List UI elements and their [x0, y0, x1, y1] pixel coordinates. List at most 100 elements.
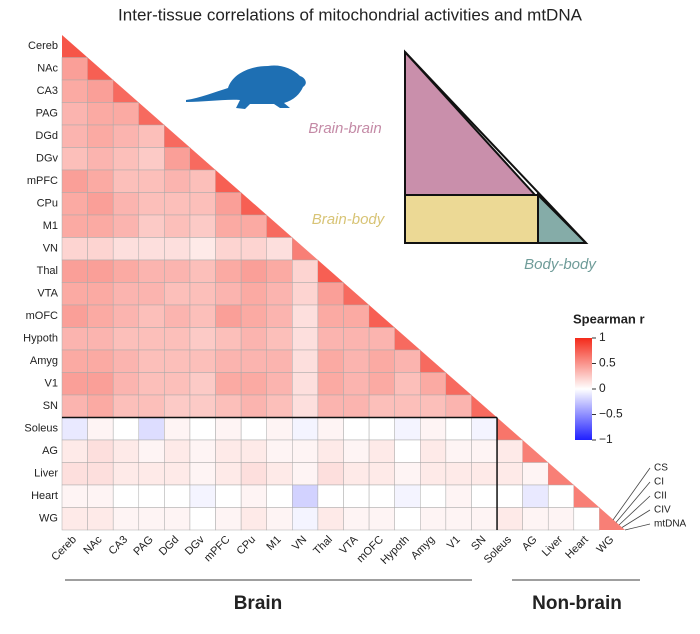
heat-cell	[138, 394, 165, 418]
heat-cell	[292, 282, 319, 306]
heat-cell	[394, 394, 421, 418]
x-tick-label: WG	[594, 534, 616, 556]
heat-cell	[343, 507, 370, 531]
x-tick-label: CPu	[234, 534, 258, 558]
heat-cell	[138, 349, 165, 373]
heat-cell	[189, 417, 216, 441]
group-label: Non-brain	[532, 593, 622, 614]
heat-cell	[266, 304, 293, 328]
heat-cell	[496, 484, 523, 508]
heat-cell	[215, 349, 242, 373]
heat-cell	[292, 349, 319, 373]
heat-cell	[240, 394, 267, 418]
heat-cell	[368, 507, 395, 531]
heat-cell	[189, 304, 216, 328]
heat-cell	[189, 439, 216, 463]
heat-cell	[343, 327, 370, 351]
heat-cell	[240, 259, 267, 283]
heat-cell	[87, 462, 114, 486]
heat-cell	[138, 102, 165, 125]
y-tick-label: Soleus	[24, 423, 58, 435]
heat-cell	[240, 439, 267, 463]
heat-cell	[189, 372, 216, 396]
heat-cell	[138, 462, 165, 486]
heat-cell	[343, 304, 370, 328]
chart-title: Inter-tissue correlations of mitochondri…	[118, 5, 583, 24]
heat-cell	[215, 304, 242, 328]
heat-cell	[164, 327, 191, 351]
heat-cell	[189, 327, 216, 351]
heat-cell	[343, 282, 370, 305]
heat-cell	[240, 282, 267, 306]
heat-cell	[292, 394, 319, 418]
colorbar-tick-label: −1	[599, 432, 613, 446]
heat-cell	[266, 439, 293, 463]
heat-cell	[61, 124, 88, 148]
heat-cell	[420, 372, 447, 396]
heat-cell	[343, 439, 370, 463]
heat-cell	[573, 485, 600, 508]
heat-cell	[61, 57, 88, 81]
heat-cell	[164, 192, 191, 216]
heat-cell	[369, 305, 395, 328]
heat-cell	[61, 214, 88, 238]
heat-cell	[189, 462, 216, 486]
heat-cell	[87, 102, 114, 126]
y-tick-label: AG	[42, 445, 58, 457]
heat-cell	[189, 507, 216, 531]
x-tick-label: Soleus	[482, 533, 515, 566]
heat-cell	[266, 215, 293, 238]
heat-cell	[394, 417, 421, 441]
heat-cell	[61, 349, 88, 373]
heat-cell	[61, 192, 88, 216]
colorbar-tick-label: −0.5	[599, 407, 623, 421]
heat-cell	[164, 417, 191, 441]
heat-cell	[138, 214, 165, 238]
heat-cell	[292, 327, 319, 351]
heat-cell	[87, 192, 114, 216]
heat-cell	[420, 394, 447, 418]
heat-cell	[215, 327, 242, 351]
heat-cell	[164, 282, 191, 306]
heat-cell	[266, 372, 293, 396]
heat-cell	[368, 417, 395, 441]
feature-label: CI	[654, 477, 664, 488]
heat-cell	[471, 507, 498, 531]
heat-cell	[164, 439, 191, 463]
y-tick-label: CA3	[37, 85, 58, 97]
heat-cell	[87, 417, 114, 441]
heat-cell	[343, 417, 370, 441]
heat-cell	[215, 259, 242, 283]
heat-cell	[496, 507, 523, 531]
inset-label: Brain-body	[312, 211, 386, 228]
heat-cell	[292, 304, 319, 328]
heat-cell	[138, 507, 165, 531]
heat-cell	[343, 394, 370, 418]
heat-cell	[317, 439, 344, 463]
heat-cell	[368, 372, 395, 396]
x-tick-label: PAG	[131, 534, 155, 558]
colorbar-bar	[575, 338, 592, 440]
y-tick-label: Liver	[34, 468, 58, 480]
y-tick-label: PAG	[36, 108, 58, 120]
heat-cell	[164, 169, 191, 193]
heat-cell	[317, 260, 344, 283]
heat-cell	[112, 124, 140, 148]
inset-edge	[404, 51, 587, 244]
feature-leader	[615, 481, 651, 523]
heat-cell	[87, 349, 114, 373]
y-tick-label: SN	[43, 400, 58, 412]
heat-cell	[317, 349, 344, 373]
heat-cell	[112, 327, 140, 351]
heat-cell	[215, 484, 242, 508]
heat-cell	[241, 192, 267, 215]
heat-cell	[445, 394, 472, 418]
heat-cell	[164, 304, 191, 328]
heat-cell	[240, 349, 267, 373]
heat-cell	[240, 417, 267, 441]
heat-cell	[164, 372, 191, 396]
heat-cell	[113, 80, 139, 103]
heat-cell	[266, 394, 293, 418]
heat-cell	[292, 439, 319, 463]
heat-cell	[61, 237, 88, 261]
